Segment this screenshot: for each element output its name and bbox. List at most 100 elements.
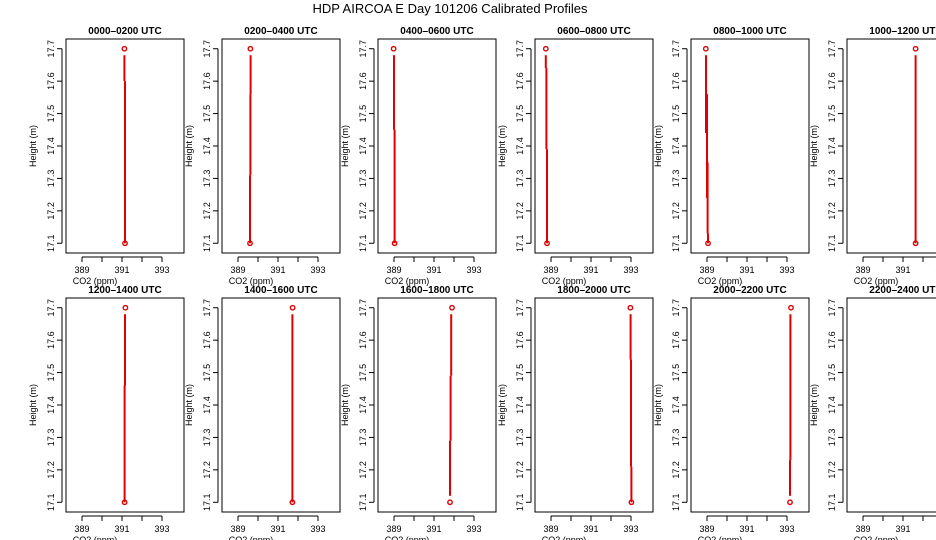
y-tick-label: 17.1: [515, 494, 525, 512]
x-tick-label: 389: [699, 524, 714, 534]
y-tick-label: 17.1: [46, 494, 56, 512]
x-tick-label: 389: [74, 265, 89, 275]
y-tick-label: 17.7: [358, 299, 368, 317]
profile-point-marker: [702, 45, 709, 52]
profile-point-marker: [912, 45, 919, 52]
panel-title: 2200–2400 UTC: [869, 285, 936, 296]
y-tick-label: 17.2: [46, 461, 56, 479]
y-axis-label: Height (m): [653, 125, 663, 167]
x-axis-label: CO2 (ppm): [854, 276, 899, 286]
y-tick-label: 17.4: [827, 396, 837, 414]
panel-title: 2000–2200 UTC: [713, 285, 786, 296]
plot-frame: [65, 38, 185, 254]
x-axis-label: CO2 (ppm): [542, 276, 587, 286]
x-axis-label: CO2 (ppm): [385, 276, 430, 286]
panel-1: 0000–0200 UTC 389 391 393 17.1 17.2 17.3 17.4 17…: [28, 26, 185, 286]
x-tick-label: 389: [230, 524, 245, 534]
profile-point-marker: [447, 499, 453, 506]
y-tick-label: 17.3: [202, 429, 212, 447]
panel-title: 1600–1800 UTC: [400, 285, 473, 296]
plot-frame: [377, 297, 497, 513]
y-tick-label: 17.3: [358, 429, 368, 447]
y-tick-label: 17.1: [358, 494, 368, 512]
panel-11: 2000–2200 UTC 389 391 393 17.1 17.2 17.3 17.4 17…: [653, 285, 810, 540]
panel-title: 0200–0400 UTC: [244, 26, 317, 37]
x-tick-label: 389: [855, 524, 870, 534]
panel-title: 0000–0200 UTC: [88, 26, 161, 37]
panel-6: 1000–1200 UTC38939139317.117.217.317.417…: [809, 26, 936, 286]
profile-point-marker: [289, 499, 296, 506]
y-tick-label: 17.5: [202, 105, 212, 123]
y-tick-label: 17.2: [202, 202, 212, 220]
y-tick-label: 17.5: [515, 105, 525, 123]
panel-12: 2200–2400 UTC38939139317.117.217.317.417…: [809, 285, 936, 540]
x-axis-label: CO2 (ppm): [698, 535, 743, 540]
y-tick-label: 17.4: [46, 396, 56, 414]
y-tick-label: 17.6: [358, 331, 368, 349]
y-axis-label: Height (m): [28, 125, 38, 167]
y-axis-label: Height (m): [497, 384, 507, 426]
profile-point-marker: [787, 499, 793, 506]
y-tick-label: 17.2: [827, 202, 837, 220]
y-tick-label: 17.2: [515, 202, 525, 220]
y-axis-label: Height (m): [809, 384, 819, 426]
y-tick-label: 17.2: [827, 461, 837, 479]
plot-frame: [221, 38, 341, 254]
profile-point-marker: [122, 240, 128, 247]
y-tick-label: 17.1: [671, 235, 681, 253]
y-axis-label: Height (m): [653, 384, 663, 426]
panel-title: 0600–0800 UTC: [557, 26, 630, 37]
y-tick-label: 17.4: [671, 137, 681, 155]
y-tick-label: 17.4: [202, 137, 212, 155]
x-tick-label: 389: [74, 524, 89, 534]
y-tick-label: 17.3: [515, 170, 525, 188]
y-tick-label: 17.4: [827, 137, 837, 155]
x-tick-label: 393: [154, 524, 169, 534]
y-tick-label: 17.5: [671, 364, 681, 382]
y-tick-label: 17.6: [671, 331, 681, 349]
panels-container: 0000–0200 UTC 389 391 393 17.1 17.2 17.3 17.4 17…: [28, 26, 936, 540]
y-tick-label: 17.5: [358, 364, 368, 382]
profile-point-marker: [788, 304, 794, 311]
plot-frame: [846, 297, 936, 513]
plot-frame: [377, 38, 497, 254]
panel-10: 1800–2000 UTC 389 391 393 17.1 17.2 17.3 17.4 17…: [497, 285, 654, 540]
profile-point-marker: [247, 240, 253, 247]
y-tick-label: 17.7: [671, 299, 681, 317]
profile-point-marker: [628, 499, 635, 506]
x-tick-label: 391: [583, 265, 598, 275]
y-tick-label: 17.1: [827, 494, 837, 512]
y-axis-label: Height (m): [497, 125, 507, 167]
profile-point-marker: [542, 45, 549, 52]
x-tick-label: 389: [543, 524, 558, 534]
plot-frame: [690, 38, 810, 254]
x-tick-label: 391: [114, 265, 129, 275]
y-tick-label: 17.3: [671, 170, 681, 188]
y-tick-label: 17.6: [358, 72, 368, 90]
x-tick-label: 391: [114, 524, 129, 534]
y-tick-label: 17.7: [202, 299, 212, 317]
plot-frame: [690, 297, 810, 513]
y-axis-label: Height (m): [28, 384, 38, 426]
x-axis-label: CO2 (ppm): [229, 276, 274, 286]
x-tick-label: 393: [623, 265, 638, 275]
panel-7: 1200–1400 UTC 389 391 393 17.1 17.2 17.3 17.4 17…: [28, 285, 185, 540]
y-tick-label: 17.4: [671, 396, 681, 414]
profile-point-marker: [390, 45, 397, 52]
x-tick-label: 389: [386, 524, 401, 534]
panel-title: 0800–1000 UTC: [713, 26, 786, 37]
x-tick-label: 393: [154, 265, 169, 275]
y-tick-label: 17.4: [46, 137, 56, 155]
y-tick-label: 17.1: [671, 494, 681, 512]
y-tick-label: 17.1: [46, 235, 56, 253]
y-tick-label: 17.5: [46, 105, 56, 123]
x-tick-label: 391: [270, 265, 285, 275]
y-tick-label: 17.3: [515, 429, 525, 447]
y-axis-label: Height (m): [340, 384, 350, 426]
y-tick-label: 17.2: [202, 461, 212, 479]
y-tick-label: 17.1: [202, 235, 212, 253]
y-tick-label: 17.2: [46, 202, 56, 220]
x-tick-label: 389: [230, 265, 245, 275]
y-tick-label: 17.6: [46, 331, 56, 349]
